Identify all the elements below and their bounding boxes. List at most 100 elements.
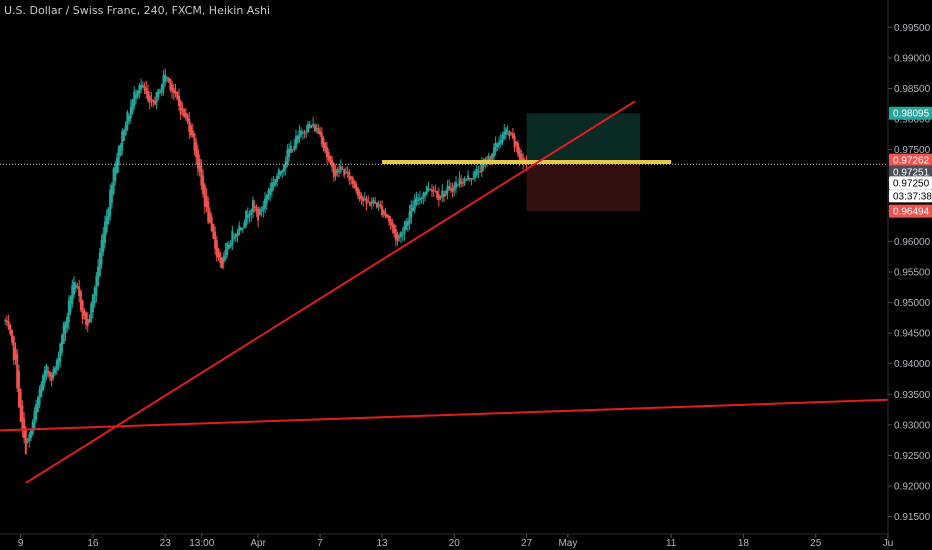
candle xyxy=(176,92,179,100)
candle xyxy=(437,194,440,200)
candle xyxy=(179,100,182,115)
candle xyxy=(116,157,119,174)
candle xyxy=(498,141,501,146)
price-tick-label: 0.96000 xyxy=(894,237,931,248)
candle xyxy=(412,207,415,212)
candle xyxy=(439,197,442,199)
position-stop-zone xyxy=(526,164,641,212)
candle xyxy=(363,198,366,200)
candle xyxy=(98,252,101,277)
price-tick-label: 0.95000 xyxy=(894,298,931,309)
price-tick-label: 0.93500 xyxy=(894,390,931,401)
chart-title: U.S. Dollar / Swiss Franc, 240, FXCM, He… xyxy=(4,4,271,17)
candle xyxy=(107,208,110,225)
candle xyxy=(264,198,267,209)
price-tick-label: 0.93000 xyxy=(894,420,931,431)
candle xyxy=(78,286,81,297)
candle xyxy=(214,231,217,249)
candle xyxy=(362,197,365,202)
candle xyxy=(305,131,308,133)
candle xyxy=(241,227,244,229)
candle xyxy=(219,252,222,264)
candle xyxy=(334,170,337,176)
candle xyxy=(134,94,137,99)
price-tick-label: 0.99000 xyxy=(894,53,931,64)
candle xyxy=(122,129,125,141)
candle xyxy=(405,221,408,231)
candle xyxy=(350,176,353,179)
candle xyxy=(276,176,279,182)
candle xyxy=(325,147,328,158)
candle xyxy=(255,206,258,212)
candle xyxy=(331,159,334,168)
price-tick-label: 0.92000 xyxy=(894,482,931,493)
candle xyxy=(389,218,392,225)
candle xyxy=(64,321,67,335)
candle xyxy=(210,217,213,231)
price-tag xyxy=(889,165,932,179)
candle xyxy=(372,199,375,203)
candle xyxy=(155,92,158,103)
candle xyxy=(332,163,335,177)
candle xyxy=(489,158,492,161)
candle xyxy=(307,123,310,133)
candle xyxy=(374,201,377,204)
candle xyxy=(207,201,210,223)
time-tick-label: 20 xyxy=(449,538,461,549)
candle xyxy=(288,148,291,158)
price-tag-label: 03:37:38 xyxy=(893,191,932,202)
price-tick-label: 0.91500 xyxy=(894,512,931,523)
candle xyxy=(48,372,51,377)
candle xyxy=(406,221,409,226)
candle xyxy=(348,171,351,181)
candle xyxy=(93,287,96,304)
candle xyxy=(167,77,170,82)
candle xyxy=(188,118,191,132)
candle xyxy=(91,294,94,313)
candle xyxy=(184,112,187,118)
candle xyxy=(360,195,363,200)
candle xyxy=(429,189,432,191)
candle xyxy=(73,281,75,295)
candle xyxy=(415,197,418,205)
candle xyxy=(449,187,452,191)
time-tick-label: 25 xyxy=(810,538,822,549)
candle xyxy=(511,133,514,139)
candle xyxy=(296,135,299,143)
candle xyxy=(351,177,354,185)
candle xyxy=(458,178,461,185)
candle xyxy=(410,204,413,218)
candle xyxy=(324,143,327,152)
candle xyxy=(448,185,451,190)
candle xyxy=(479,171,482,173)
candle xyxy=(494,142,497,152)
candle xyxy=(205,195,208,208)
candle xyxy=(231,230,234,246)
candle xyxy=(272,182,275,187)
candle xyxy=(308,124,311,129)
candle xyxy=(358,191,361,200)
candle xyxy=(245,210,248,226)
time-tick-label: 18 xyxy=(738,538,750,549)
candle xyxy=(403,226,406,235)
candle xyxy=(468,177,471,180)
candle xyxy=(102,233,105,253)
time-tick-label: Ju xyxy=(883,538,894,549)
candle xyxy=(427,188,430,191)
candle xyxy=(295,136,297,148)
time-tick-label: 13 xyxy=(376,538,388,549)
candle xyxy=(436,191,439,198)
time-tick-label: 23 xyxy=(160,538,172,549)
candle xyxy=(133,91,136,107)
candle xyxy=(171,84,174,92)
candle xyxy=(463,178,466,184)
candle xyxy=(260,210,263,212)
candle xyxy=(298,130,301,139)
candle xyxy=(181,107,184,111)
candle xyxy=(346,171,349,173)
candle xyxy=(461,182,464,184)
candle xyxy=(341,168,344,170)
candle xyxy=(355,184,358,192)
candle xyxy=(417,199,420,201)
